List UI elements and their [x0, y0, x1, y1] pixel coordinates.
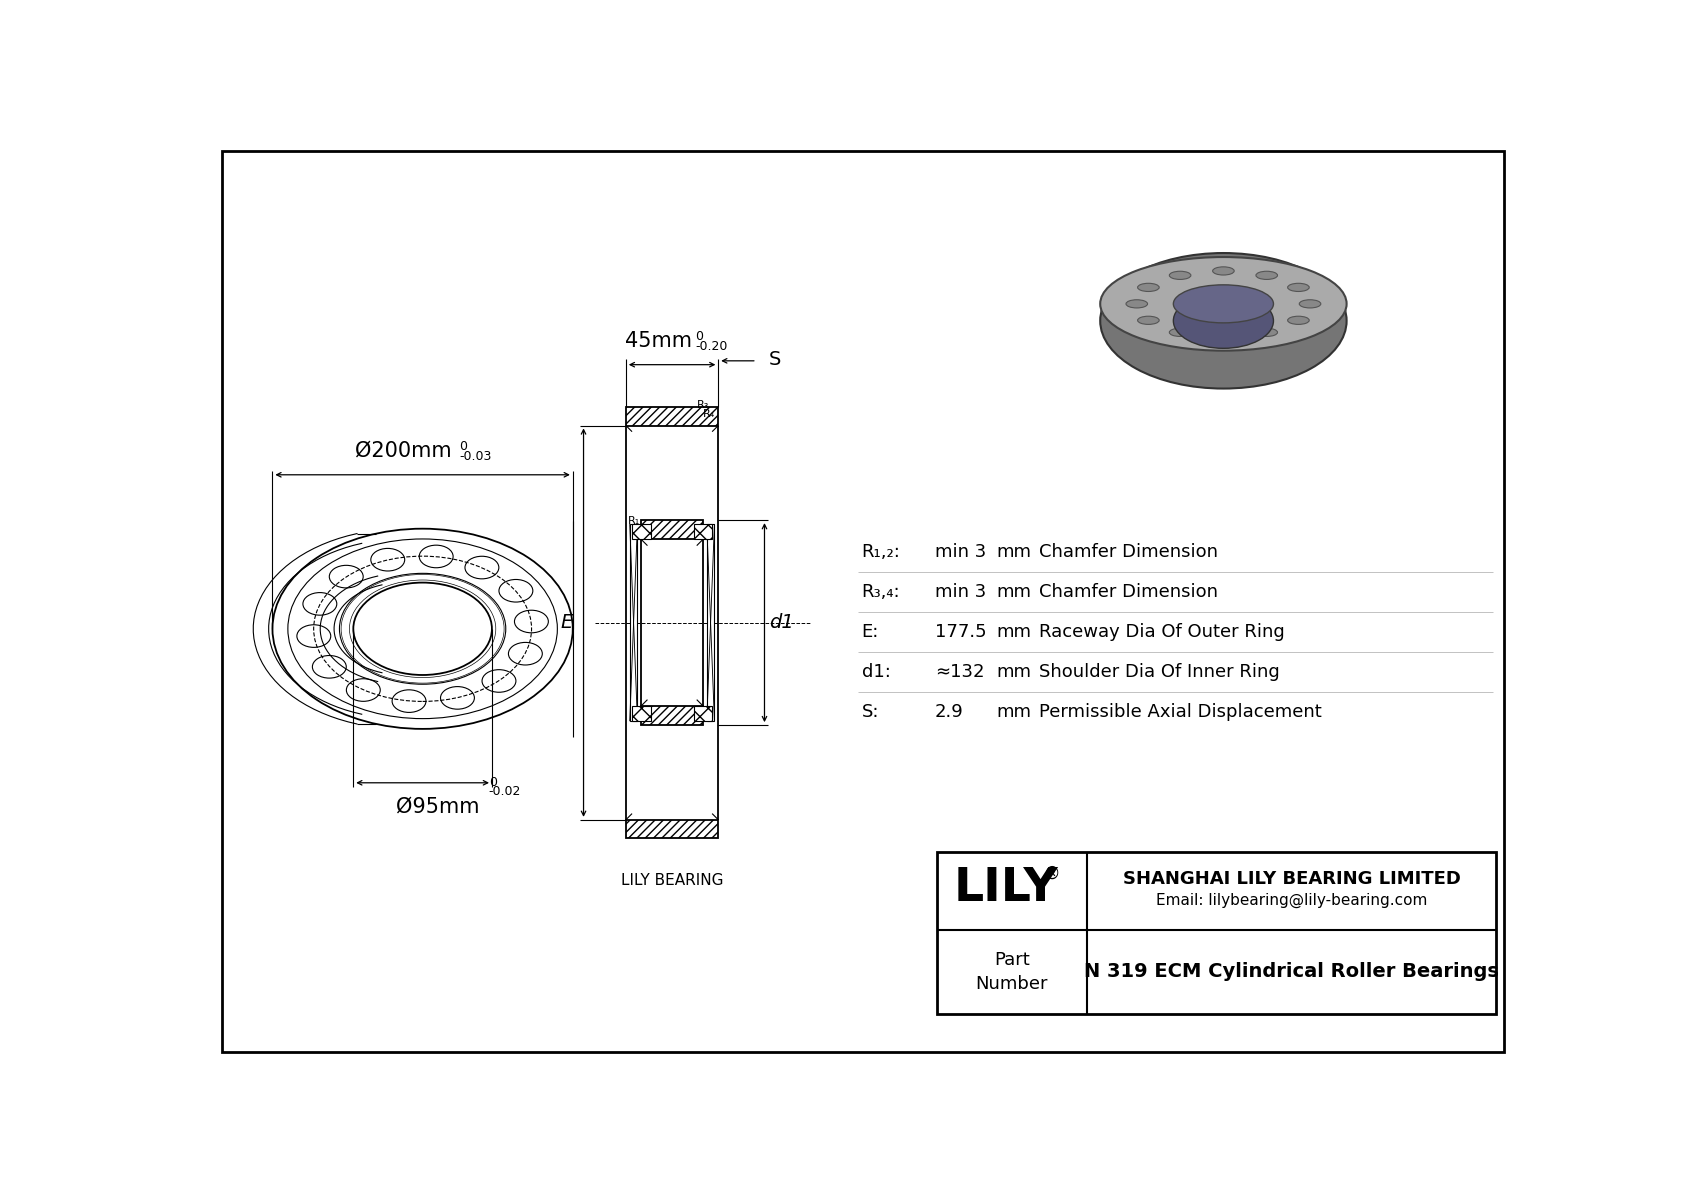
Text: R₁,₂:: R₁,₂: [862, 543, 901, 561]
Text: LILY BEARING: LILY BEARING [621, 873, 724, 887]
Text: 2.9: 2.9 [935, 703, 963, 721]
Ellipse shape [1174, 285, 1273, 323]
Ellipse shape [1138, 317, 1159, 324]
Text: S: S [768, 350, 781, 369]
Text: mm: mm [997, 663, 1031, 681]
Text: 45mm: 45mm [625, 331, 692, 351]
Ellipse shape [1256, 329, 1278, 336]
Text: E:: E: [862, 623, 879, 641]
Ellipse shape [1288, 283, 1308, 292]
Ellipse shape [1169, 329, 1191, 336]
FancyBboxPatch shape [642, 706, 702, 725]
Bar [694, 706, 712, 722]
Text: d1:: d1: [862, 663, 891, 681]
Text: mm: mm [997, 582, 1031, 600]
Bar [632, 524, 650, 540]
Ellipse shape [1300, 300, 1320, 308]
Text: -0.02: -0.02 [488, 785, 522, 798]
Text: Ø95mm: Ø95mm [396, 797, 480, 817]
Ellipse shape [1256, 272, 1278, 280]
Text: R₁: R₁ [632, 526, 645, 536]
Text: Email: lilybearing@lily-bearing.com: Email: lilybearing@lily-bearing.com [1155, 892, 1428, 908]
Ellipse shape [1127, 300, 1147, 308]
FancyBboxPatch shape [626, 407, 719, 425]
Text: R₃: R₃ [697, 400, 709, 410]
Bar [630, 524, 638, 722]
Text: R₃,₄:: R₃,₄: [862, 582, 901, 600]
Text: ®: ® [1044, 865, 1059, 883]
Ellipse shape [1288, 317, 1308, 324]
Text: mm: mm [997, 703, 1031, 721]
Text: Part
Number: Part Number [975, 950, 1047, 992]
Text: -0.20: -0.20 [695, 341, 727, 353]
Text: Ø200mm: Ø200mm [355, 441, 451, 461]
Ellipse shape [1100, 257, 1347, 350]
Text: LILY: LILY [953, 866, 1058, 911]
Bar [707, 524, 714, 722]
Text: 0: 0 [460, 441, 468, 454]
Bar [632, 706, 650, 722]
Text: ≈132: ≈132 [935, 663, 983, 681]
Ellipse shape [1138, 283, 1159, 292]
Text: SHANGHAI LILY BEARING LIMITED: SHANGHAI LILY BEARING LIMITED [1123, 871, 1460, 888]
Text: 0: 0 [488, 777, 497, 788]
Ellipse shape [1100, 252, 1347, 388]
Text: R₁: R₁ [628, 516, 640, 525]
Text: mm: mm [997, 543, 1031, 561]
FancyBboxPatch shape [642, 520, 702, 540]
FancyBboxPatch shape [626, 819, 719, 838]
Text: min 3: min 3 [935, 582, 985, 600]
Text: Chamfer Dimension: Chamfer Dimension [1039, 582, 1218, 600]
Text: Shoulder Dia Of Inner Ring: Shoulder Dia Of Inner Ring [1039, 663, 1280, 681]
Ellipse shape [1174, 293, 1273, 348]
Ellipse shape [1169, 272, 1191, 280]
Text: S:: S: [862, 703, 879, 721]
Ellipse shape [1212, 267, 1234, 275]
Bar [936, 852, 1495, 1014]
Text: R₄: R₄ [702, 410, 716, 419]
Text: Chamfer Dimension: Chamfer Dimension [1039, 543, 1218, 561]
Text: d1: d1 [770, 613, 793, 632]
Text: 0: 0 [695, 330, 704, 343]
Ellipse shape [1212, 332, 1234, 341]
Text: E: E [561, 613, 573, 632]
Text: Permissible Axial Displacement: Permissible Axial Displacement [1039, 703, 1322, 721]
Text: N 319 ECM Cylindrical Roller Bearings: N 319 ECM Cylindrical Roller Bearings [1084, 962, 1499, 981]
Text: mm: mm [997, 623, 1031, 641]
Bar [694, 524, 712, 540]
Text: 177.5: 177.5 [935, 623, 987, 641]
Text: Raceway Dia Of Outer Ring: Raceway Dia Of Outer Ring [1039, 623, 1285, 641]
Text: -0.03: -0.03 [460, 450, 492, 463]
Text: min 3: min 3 [935, 543, 985, 561]
